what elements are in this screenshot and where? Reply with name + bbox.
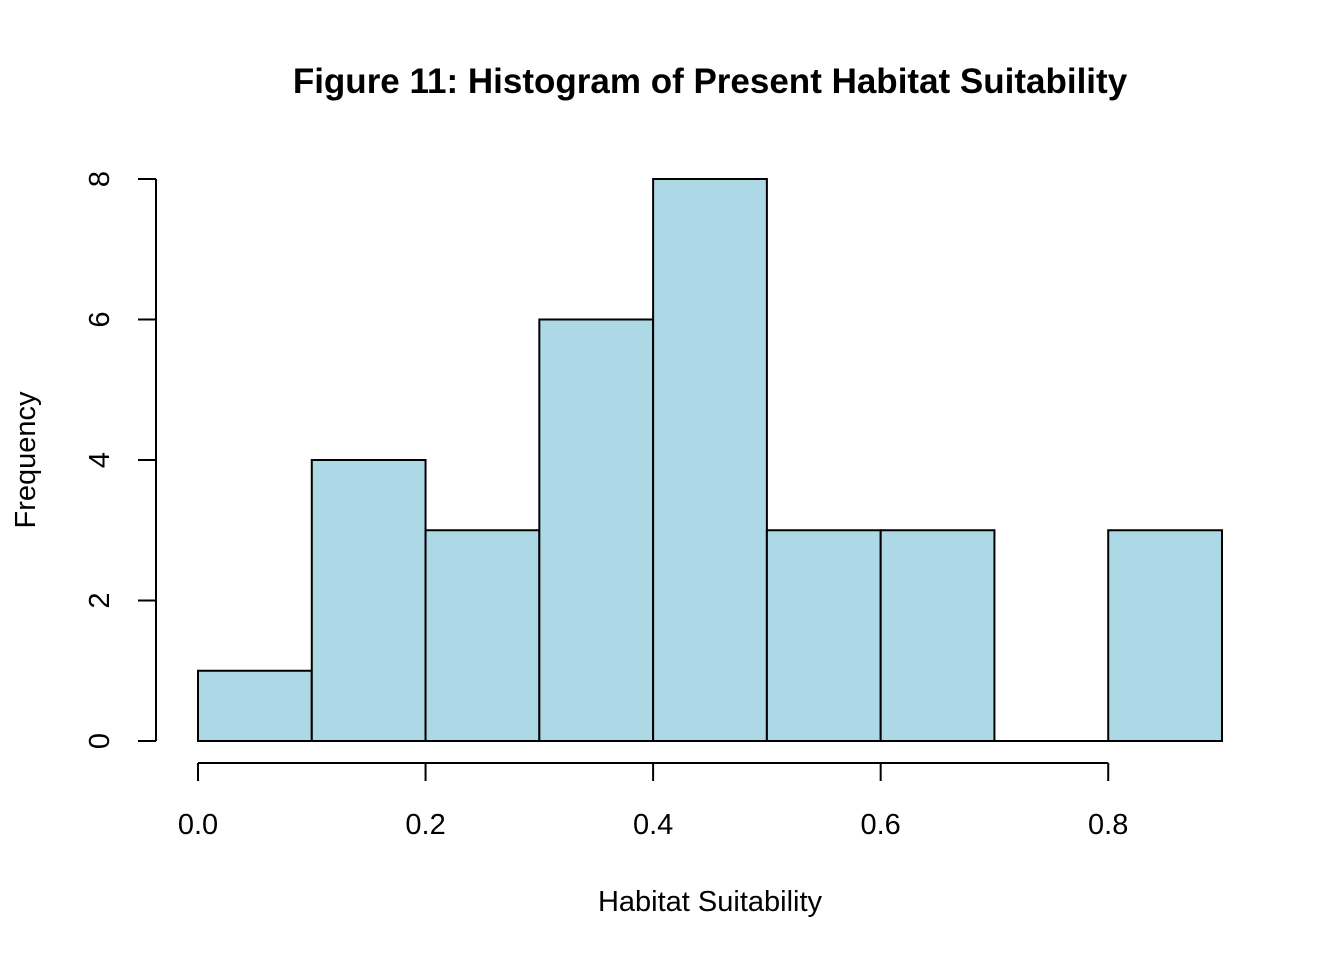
y-tick-label: 4 <box>84 452 116 468</box>
y-tick-label: 0 <box>84 733 116 749</box>
histogram-bar <box>197 669 313 742</box>
histogram-bar <box>879 529 996 742</box>
y-tick-label: 2 <box>84 592 116 608</box>
x-tick-label: 0.0 <box>178 809 218 841</box>
y-ticks-group: 0 2 4 6 8 <box>84 171 156 749</box>
histogram-bar <box>652 178 768 742</box>
y-tick-label: 8 <box>84 171 116 187</box>
bars-group <box>197 178 1223 742</box>
x-tick-label: 0.6 <box>861 809 901 841</box>
histogram-bar <box>538 318 655 742</box>
x-tick-label: 0.4 <box>633 809 673 841</box>
y-tick-label: 6 <box>84 311 116 327</box>
histogram-bar <box>310 459 427 742</box>
x-axis-label: Habitat Suitability <box>598 886 823 918</box>
histogram-bar <box>1107 529 1223 742</box>
histogram-bar <box>765 529 882 742</box>
x-tick-label: 0.2 <box>405 809 445 841</box>
chart-title: Figure 11: Histogram of Present Habitat … <box>293 62 1128 101</box>
histogram-bar <box>424 529 541 742</box>
x-ticks-group: 0.0 0.2 0.4 0.6 0.8 <box>178 763 1128 841</box>
y-axis-label: Frequency <box>10 391 42 529</box>
x-tick-label: 0.8 <box>1088 809 1128 841</box>
